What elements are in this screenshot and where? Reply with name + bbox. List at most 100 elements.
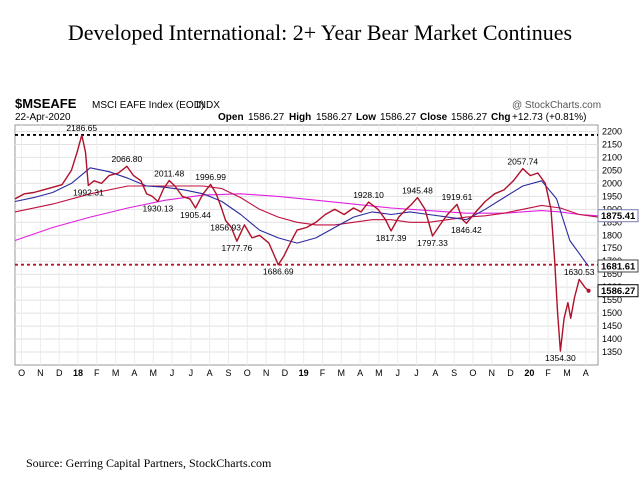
x-tick-label: N — [263, 368, 270, 378]
y-tick-label: 1450 — [602, 321, 622, 331]
grid — [15, 125, 598, 365]
x-tick-label: A — [207, 368, 213, 378]
series-ma200 — [14, 193, 599, 242]
y-tick-label: 2100 — [602, 152, 622, 162]
last-price-dot — [586, 288, 591, 293]
x-tick-label: S — [451, 368, 457, 378]
x-tick-label: D — [282, 368, 289, 378]
x-tick-label: 19 — [299, 368, 309, 378]
chg-value: +12.73 (+0.81%) — [512, 112, 587, 123]
y-tick-label: 1350 — [602, 347, 622, 357]
x-tick-label: J — [395, 368, 400, 378]
x-tick-label: D — [56, 368, 63, 378]
x-tick-label: A — [131, 368, 137, 378]
y-tick-label: 1500 — [602, 308, 622, 318]
price-annotation: 1856.93 — [210, 222, 241, 232]
y-tick-label: 1750 — [602, 243, 622, 253]
price-annotation: 2011.48 — [154, 168, 184, 178]
x-tick-label: M — [563, 368, 571, 378]
series-ma150 — [14, 185, 599, 226]
annotation-layer: 2186.65 1992.31 2066.80 2011.48 1930.13 1996.… — [66, 123, 594, 363]
price-annotation: 1919.61 — [442, 192, 473, 202]
ticker-symbol: $MSEAFE — [15, 96, 77, 111]
x-tick-label: A — [357, 368, 363, 378]
x-tick-label: F — [545, 368, 551, 378]
x-tick-label: J — [189, 368, 194, 378]
x-tick-label: J — [414, 368, 419, 378]
price-annotation: 1992.31 — [73, 187, 104, 197]
close-label: Close — [420, 112, 448, 123]
reference-lines — [15, 134, 598, 266]
price-annotation: 1686.69 — [263, 267, 294, 277]
price-annotation: 1354.30 — [545, 353, 576, 363]
x-tick-label: N — [37, 368, 44, 378]
y-tick-label: 1650 — [602, 269, 622, 279]
x-tick-label: M — [375, 368, 383, 378]
index-name: MSCI EAFE Index (EOD) — [92, 100, 204, 111]
y-tick-label: 1950 — [602, 191, 622, 201]
x-tick-label: N — [488, 368, 495, 378]
y-tick-label: 1400 — [602, 334, 622, 344]
x-tick-label: O — [469, 368, 476, 378]
slide-title: Developed International: 2+ Year Bear Ma… — [67, 20, 573, 45]
quote-bar: Open 1586.27 High 1586.27 Low 1586.27 Cl… — [218, 112, 587, 123]
price-annotation: 1846.42 — [451, 225, 482, 235]
low-value: 1586.27 — [380, 112, 417, 123]
value-box — [597, 284, 639, 298]
open-label: Open — [218, 112, 244, 123]
value-box — [597, 209, 639, 223]
source-credit: Source: Gerring Capital Partners, StockC… — [26, 456, 272, 470]
x-tick-label: O — [18, 368, 25, 378]
y-tick-label: 2050 — [602, 165, 622, 175]
price-annotation: 1797.33 — [417, 238, 448, 248]
high-value: 1586.27 — [316, 112, 353, 123]
x-tick-label: M — [149, 368, 157, 378]
value-box-label: 1875.41 — [601, 211, 636, 222]
value-boxes: 1875.41 1681.61 1586.27 — [597, 209, 639, 298]
y-tick-label: 2000 — [602, 178, 622, 188]
price-annotation: 1630.53 — [564, 267, 595, 277]
y-tick-label: 1550 — [602, 295, 622, 305]
close-value: 1586.27 — [451, 112, 488, 123]
price-annotation: 1996.99 — [195, 172, 226, 182]
x-tick-label: M — [112, 368, 120, 378]
y-tick-label: 1800 — [602, 230, 622, 240]
price-annotation: 2066.80 — [112, 154, 143, 164]
x-tick-label: A — [583, 368, 589, 378]
price-annotation: 2057.74 — [507, 156, 538, 166]
open-value: 1586.27 — [248, 112, 285, 123]
x-tick-label: J — [170, 368, 175, 378]
y-tick-label: 2200 — [602, 126, 622, 136]
x-tick-label: D — [507, 368, 514, 378]
value-box-label: 1586.27 — [601, 286, 635, 297]
low-label: Low — [356, 112, 376, 123]
x-tick-label: O — [244, 368, 251, 378]
y-tick-label: 2150 — [602, 139, 622, 149]
value-box-label: 1681.61 — [601, 261, 636, 272]
plot-area — [14, 124, 599, 366]
price-annotation: 1905.44 — [180, 210, 211, 220]
y-tick-label: 1850 — [602, 217, 622, 227]
x-axis: O N D 18 F M A M J J A S O N D 19 F M A M J J A S O N D 20 F M A — [18, 368, 589, 378]
x-tick-label: F — [320, 368, 326, 378]
chart-date: 22-Apr-2020 — [15, 112, 71, 123]
series-price — [14, 134, 590, 352]
x-tick-label: S — [225, 368, 231, 378]
price-annotation: 2186.65 — [66, 123, 97, 133]
x-tick-label: 20 — [524, 368, 534, 378]
y-axis: 1350140014501500155016001650170017501800… — [602, 126, 622, 357]
high-label: High — [289, 112, 311, 123]
chg-label: Chg — [491, 112, 510, 123]
price-annotation: 1928.10 — [353, 190, 384, 200]
price-annotation: 1945.48 — [402, 186, 433, 196]
value-box — [597, 259, 639, 273]
price-annotation: 1777.76 — [222, 243, 253, 253]
x-tick-label: F — [94, 368, 100, 378]
watermark: @ StockCharts.com — [512, 100, 601, 111]
x-tick-label: M — [338, 368, 346, 378]
exchange-label: INDX — [196, 100, 220, 111]
series-ma50 — [14, 167, 590, 267]
x-tick-label: 18 — [73, 368, 83, 378]
x-tick-label: A — [432, 368, 438, 378]
